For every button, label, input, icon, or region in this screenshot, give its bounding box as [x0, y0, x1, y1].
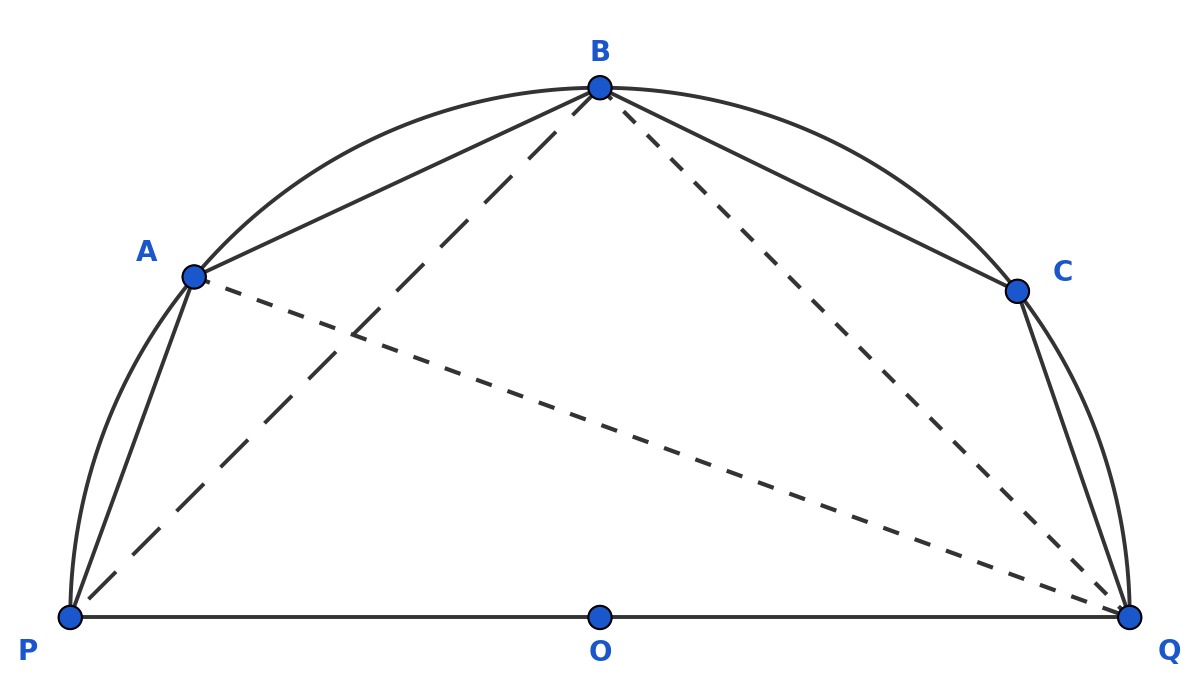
- Text: A: A: [136, 239, 157, 267]
- Text: B: B: [589, 39, 611, 67]
- Circle shape: [588, 606, 612, 629]
- Circle shape: [182, 265, 206, 289]
- Text: Q: Q: [1158, 638, 1181, 666]
- Circle shape: [59, 606, 82, 629]
- Circle shape: [1118, 606, 1141, 629]
- Text: O: O: [588, 640, 612, 668]
- Text: C: C: [1052, 259, 1073, 287]
- Text: P: P: [18, 638, 38, 666]
- Circle shape: [1006, 280, 1030, 303]
- Circle shape: [588, 76, 612, 99]
